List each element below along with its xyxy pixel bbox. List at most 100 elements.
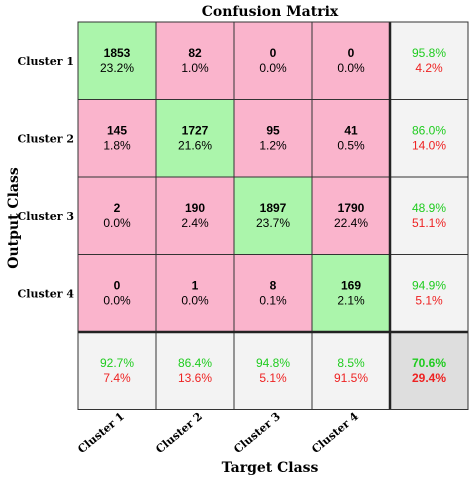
- cell-count: 145: [107, 123, 127, 137]
- x-tick-label: Cluster 1: [75, 410, 127, 456]
- matrix-cell: 410.5%: [312, 99, 390, 177]
- cell-percent: 1.8%: [103, 138, 131, 152]
- cell-percent: 0.1%: [259, 293, 287, 307]
- cell-percent: 0.5%: [337, 138, 365, 152]
- summary-correct: 48.9%: [412, 201, 446, 215]
- cell-count: 0: [270, 46, 277, 60]
- summary-incorrect: 5.1%: [259, 371, 287, 385]
- cell-count: 2: [114, 201, 121, 215]
- cell-percent: 21.6%: [178, 138, 212, 152]
- cell-background: [312, 99, 390, 177]
- cell-percent: 0.0%: [103, 216, 131, 230]
- cell-count: 1727: [182, 123, 209, 137]
- summary-correct: 86.4%: [178, 356, 212, 370]
- matrix-cell: 10.0%: [156, 254, 234, 332]
- cell-percent: 23.7%: [256, 216, 290, 230]
- chart-title: Confusion Matrix: [202, 4, 339, 20]
- y-tick-label: Cluster 2: [18, 132, 74, 145]
- cell-background: [156, 177, 234, 255]
- y-tick-label: Cluster 4: [18, 287, 75, 300]
- cell-count: 82: [188, 46, 202, 60]
- matrix-cell: 95.8%4.2%: [390, 22, 468, 100]
- x-axis-label: Target Class: [222, 460, 319, 476]
- matrix-cells: 185323.2%821.0%00.0%00.0%95.8%4.2%1451.8…: [78, 22, 468, 410]
- x-tick-label: Cluster 2: [153, 410, 205, 456]
- cell-background: [312, 22, 390, 100]
- cell-background: [78, 22, 156, 100]
- summary-incorrect: 7.4%: [103, 371, 131, 385]
- matrix-cell: 92.7%7.4%: [78, 332, 156, 410]
- cell-background: [312, 254, 390, 332]
- summary-correct: 94.8%: [256, 356, 290, 370]
- cell-count: 1897: [260, 201, 287, 215]
- matrix-cell: 70.6%29.4%: [390, 332, 468, 410]
- cell-background: [78, 332, 156, 410]
- cell-percent: 22.4%: [334, 216, 368, 230]
- cell-count: 169: [341, 278, 361, 292]
- cell-count: 190: [185, 201, 205, 215]
- cell-background: [156, 332, 234, 410]
- summary-correct: 70.6%: [412, 356, 446, 370]
- matrix-cell: 48.9%51.1%: [390, 177, 468, 255]
- cell-count: 8: [270, 278, 277, 292]
- matrix-cell: 8.5%91.5%: [312, 332, 390, 410]
- cell-count: 95: [266, 123, 280, 137]
- matrix-cell: 80.1%: [234, 254, 312, 332]
- cell-background: [312, 332, 390, 410]
- summary-correct: 94.9%: [412, 278, 446, 292]
- summary-incorrect: 4.2%: [415, 61, 443, 75]
- x-tick-label: Cluster 4: [309, 410, 361, 456]
- cell-background: [390, 99, 468, 177]
- summary-correct: 8.5%: [337, 356, 365, 370]
- cell-background: [234, 22, 312, 100]
- cell-background: [156, 22, 234, 100]
- cell-background: [234, 254, 312, 332]
- cell-background: [156, 99, 234, 177]
- matrix-cell: 00.0%: [234, 22, 312, 100]
- cell-background: [234, 99, 312, 177]
- matrix-cell: 86.0%14.0%: [390, 99, 468, 177]
- summary-correct: 95.8%: [412, 46, 446, 60]
- cell-background: [390, 177, 468, 255]
- cell-background: [390, 254, 468, 332]
- summary-incorrect: 29.4%: [412, 371, 446, 385]
- x-tick-label: Cluster 3: [231, 410, 283, 456]
- cell-count: 0: [348, 46, 355, 60]
- cell-percent: 0.0%: [337, 61, 365, 75]
- matrix-cell: 821.0%: [156, 22, 234, 100]
- cell-count: 1853: [104, 46, 131, 60]
- summary-incorrect: 14.0%: [412, 138, 446, 152]
- matrix-cell: 00.0%: [312, 22, 390, 100]
- y-tick-labels: Cluster 1 Cluster 2 Cluster 3 Cluster 4: [18, 55, 75, 301]
- cell-count: 41: [344, 123, 358, 137]
- cell-percent: 2.4%: [181, 216, 209, 230]
- cell-percent: 2.1%: [337, 293, 365, 307]
- cell-percent: 1.0%: [181, 61, 209, 75]
- summary-incorrect: 5.1%: [415, 293, 443, 307]
- cell-background: [156, 254, 234, 332]
- matrix-cell: 86.4%13.6%: [156, 332, 234, 410]
- matrix-cell: 94.9%5.1%: [390, 254, 468, 332]
- cell-background: [312, 177, 390, 255]
- cell-percent: 23.2%: [100, 61, 134, 75]
- summary-incorrect: 51.1%: [412, 216, 446, 230]
- cell-count: 1: [192, 278, 199, 292]
- cell-percent: 0.0%: [259, 61, 287, 75]
- summary-incorrect: 13.6%: [178, 371, 212, 385]
- matrix-border: [77, 21, 469, 410]
- summary-correct: 86.0%: [412, 123, 446, 137]
- cell-count: 0: [114, 278, 121, 292]
- cell-background: [390, 22, 468, 100]
- cell-percent: 0.0%: [103, 293, 131, 307]
- cell-percent: 1.2%: [259, 138, 287, 152]
- matrix-grid: [77, 21, 469, 410]
- matrix-cell: 951.2%: [234, 99, 312, 177]
- summary-incorrect: 91.5%: [334, 371, 368, 385]
